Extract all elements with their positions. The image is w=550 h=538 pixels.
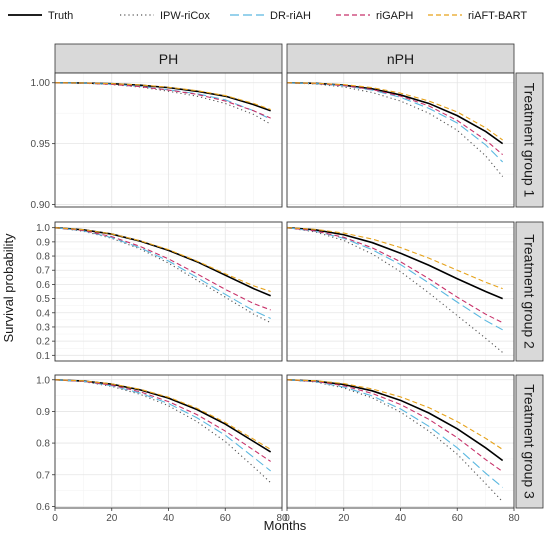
x-tick-label: 0 — [284, 513, 290, 524]
panel — [286, 72, 515, 208]
series-line-rigaph — [54, 379, 271, 462]
panel: 0.6 0.7 0.8 0.9 1.0 0 20 40 60 80 — [36, 374, 288, 524]
y-tick-label: 0.90 — [31, 200, 51, 211]
x-tick-label: 80 — [508, 513, 520, 524]
y-tick-label: 0.2 — [36, 337, 50, 348]
row-strip-label: Treatment group 1 — [522, 83, 538, 198]
x-tick-label: 40 — [395, 513, 407, 524]
row-strip-label: Treatment group 2 — [522, 234, 538, 349]
series-line-riaft-bart — [286, 379, 503, 450]
panel: 0.90 0.95 1.00 — [31, 72, 283, 211]
y-tick-label: 0.8 — [36, 439, 50, 450]
legend-item: Truth — [8, 10, 73, 22]
x-tick-label: 20 — [106, 513, 118, 524]
series-line-riaft-bart — [54, 82, 271, 111]
column-strip — [54, 43, 283, 74]
panel-border — [286, 72, 515, 208]
y-tick-label: 0.5 — [36, 294, 50, 305]
series-line-dr-riah — [286, 227, 503, 331]
panel: 0 20 40 60 80 — [284, 374, 520, 524]
panel-border — [54, 221, 283, 362]
legend: Truth IPW-riCox DR-riAH riGAPH riAFT-BART — [8, 10, 527, 22]
column-strip-label: nPH — [387, 51, 414, 67]
series-line-rigaph — [54, 82, 271, 119]
series-line-ipw-ricox — [54, 379, 272, 484]
series-line-riaft-bart — [54, 227, 271, 293]
panel — [286, 221, 515, 362]
series-line-dr-riah — [286, 82, 504, 163]
row-strip — [515, 221, 544, 362]
y-tick-label: 0.7 — [36, 266, 50, 277]
legend-item: riAFT-BART — [428, 10, 527, 22]
x-tick-label: 80 — [276, 513, 288, 524]
series-line-rigaph — [54, 227, 271, 311]
y-tick-label: 0.6 — [36, 280, 50, 291]
y-tick-label: 0.4 — [36, 308, 50, 319]
row-strips: Treatment group 1 Treatment group 2 Treatm… — [515, 72, 544, 509]
legend-label: Truth — [48, 10, 73, 22]
legend-item: DR-riAH — [230, 10, 311, 22]
x-axis-title: Months — [264, 518, 307, 533]
y-tick-label: 0.8 — [36, 252, 50, 263]
series-line-riaft-bart — [286, 82, 503, 141]
series-line-ipw-ricox — [54, 227, 271, 324]
y-tick-label: 0.3 — [36, 322, 50, 333]
x-tick-label: 40 — [163, 513, 175, 524]
y-tick-label: 1.00 — [31, 78, 51, 89]
series-line-rigaph — [286, 379, 503, 473]
series-line-riaft-bart — [286, 227, 503, 290]
x-tick-label: 20 — [338, 513, 350, 524]
series-line-truth — [54, 378, 272, 453]
series-line-ipw-ricox — [286, 227, 504, 353]
legend-item: IPW-riCox — [120, 10, 210, 22]
y-tick-label: 0.9 — [36, 407, 50, 418]
y-tick-label: 0.6 — [36, 502, 50, 513]
series-line-dr-riah — [286, 379, 504, 488]
series-line-truth — [286, 226, 503, 300]
series-line-ipw-ricox — [54, 82, 271, 125]
series-line-riaft-bart — [54, 379, 271, 450]
y-tick-label: 0.7 — [36, 470, 50, 481]
y-axis-title: Survival probability — [1, 233, 16, 343]
panel: 0.1 0.2 0.3 0.4 0.5 0.6 0.7 0.8 0.9 1.0 — [36, 221, 283, 362]
x-tick-label: 60 — [452, 513, 464, 524]
y-tick-label: 1.0 — [36, 375, 50, 386]
y-tick-label: 0.1 — [36, 351, 50, 362]
panel-border — [286, 221, 515, 362]
row-strip-label: Treatment group 3 — [522, 384, 538, 499]
series-line-truth — [54, 226, 271, 297]
column-strip-label: PH — [159, 51, 178, 67]
panels: 0.900.951.000.10.20.30.40.50.60.70.80.91… — [31, 72, 520, 524]
column-strip — [286, 43, 515, 74]
y-tick-label: 1.0 — [36, 223, 50, 234]
panel-border — [54, 72, 283, 208]
legend-label: riAFT-BART — [468, 10, 527, 22]
legend-label: riGAPH — [376, 10, 413, 22]
series-line-ipw-ricox — [286, 379, 504, 503]
row-strip — [515, 72, 544, 208]
series-line-ipw-ricox — [286, 82, 504, 177]
x-tick-label: 60 — [220, 513, 232, 524]
series-line-rigaph — [286, 227, 503, 324]
series-line-dr-riah — [54, 227, 271, 319]
series-line-truth — [286, 81, 504, 145]
series-line-rigaph — [286, 82, 504, 156]
legend-label: DR-riAH — [270, 10, 311, 22]
x-tick-label: 0 — [52, 513, 58, 524]
row-strip — [515, 374, 544, 509]
y-tick-label: 0.9 — [36, 237, 50, 248]
y-tick-label: 0.95 — [31, 139, 51, 150]
column-strips: PH nPH — [54, 43, 515, 74]
series-line-truth — [286, 378, 504, 462]
legend-item: riGAPH — [336, 10, 413, 22]
legend-label: IPW-riCox — [160, 10, 210, 22]
